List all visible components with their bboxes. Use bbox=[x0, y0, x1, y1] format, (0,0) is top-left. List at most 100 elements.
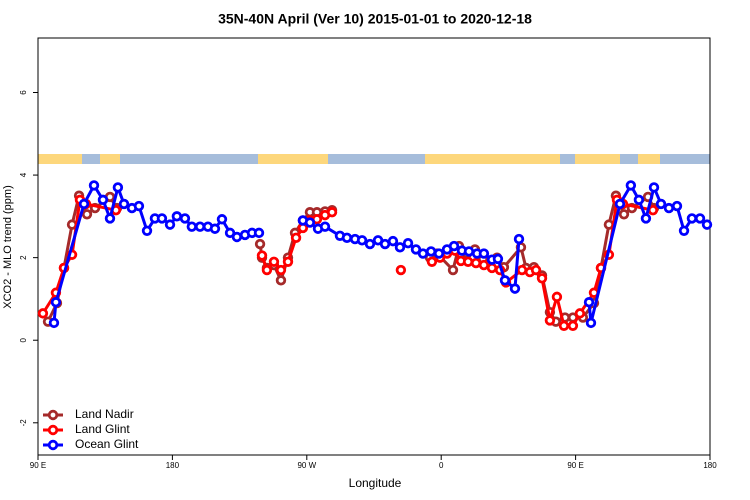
point bbox=[48, 317, 60, 329]
point bbox=[133, 200, 145, 212]
point bbox=[341, 232, 353, 244]
point bbox=[536, 273, 548, 284]
point bbox=[417, 248, 429, 259]
point bbox=[231, 231, 243, 243]
point bbox=[671, 200, 683, 212]
point bbox=[530, 264, 542, 276]
point bbox=[625, 180, 637, 191]
x-tick-label: 90 E bbox=[567, 461, 583, 470]
point bbox=[268, 256, 280, 267]
x-axis-label: Longitude bbox=[349, 476, 402, 490]
point bbox=[282, 256, 294, 267]
x-tick-label: 180 bbox=[703, 461, 717, 470]
point bbox=[640, 213, 652, 224]
point bbox=[694, 213, 706, 224]
legend-marker bbox=[47, 439, 59, 451]
point bbox=[216, 214, 228, 225]
point bbox=[256, 250, 268, 261]
point bbox=[319, 221, 331, 232]
point bbox=[509, 283, 521, 294]
point bbox=[567, 320, 579, 331]
legend-label: Land Nadir bbox=[75, 407, 134, 421]
point bbox=[261, 264, 273, 276]
point bbox=[186, 221, 198, 232]
legend-marker bbox=[47, 409, 59, 421]
point bbox=[356, 235, 368, 246]
land-ocean-strip bbox=[38, 154, 710, 164]
y-tick-label: -2 bbox=[19, 419, 28, 427]
y-tick-label: 6 bbox=[19, 90, 28, 95]
legend-label: Land Glint bbox=[75, 422, 130, 436]
point bbox=[410, 244, 422, 255]
point bbox=[304, 217, 316, 228]
point bbox=[394, 242, 406, 253]
y-axis-label: XCO2 - MLO trend (ppm) bbox=[2, 185, 14, 308]
point bbox=[253, 227, 265, 239]
point bbox=[701, 219, 713, 230]
point bbox=[486, 262, 498, 274]
x-tick-label: 90 E bbox=[30, 461, 46, 470]
point bbox=[387, 235, 399, 247]
point bbox=[194, 221, 206, 232]
point bbox=[141, 225, 153, 237]
point bbox=[499, 275, 511, 286]
point bbox=[614, 198, 626, 210]
point bbox=[513, 233, 525, 245]
point bbox=[326, 207, 338, 218]
point bbox=[254, 238, 266, 250]
series-line bbox=[41, 197, 654, 328]
point bbox=[585, 317, 597, 329]
point bbox=[478, 248, 490, 259]
x-tick-label: 180 bbox=[166, 461, 180, 470]
point bbox=[97, 194, 109, 206]
point bbox=[663, 202, 675, 214]
point bbox=[50, 297, 62, 308]
point bbox=[209, 223, 221, 234]
point bbox=[275, 275, 287, 286]
point bbox=[379, 238, 391, 250]
point bbox=[179, 213, 191, 224]
point bbox=[448, 240, 460, 252]
point bbox=[447, 264, 459, 276]
point bbox=[544, 315, 556, 326]
point bbox=[395, 264, 407, 276]
point bbox=[426, 256, 438, 267]
series-line bbox=[52, 182, 709, 324]
point bbox=[551, 291, 563, 303]
point bbox=[364, 238, 376, 250]
point bbox=[402, 237, 414, 249]
y-tick-label: 0 bbox=[19, 337, 28, 342]
point bbox=[678, 225, 690, 237]
legend-label: Ocean Glint bbox=[75, 437, 139, 451]
plot-frame bbox=[37, 37, 711, 456]
x-tick-label: 90 W bbox=[297, 461, 316, 470]
point bbox=[78, 198, 90, 210]
point bbox=[81, 209, 93, 220]
point bbox=[583, 297, 595, 308]
point bbox=[516, 264, 528, 276]
point bbox=[118, 198, 130, 210]
point bbox=[686, 213, 698, 224]
point bbox=[275, 264, 287, 276]
point bbox=[648, 182, 660, 193]
chart-title: 35N-40N April (Ver 10) 2015-01-01 to 202… bbox=[218, 11, 532, 27]
point bbox=[655, 198, 667, 210]
y-tick-label: 4 bbox=[19, 172, 28, 177]
point bbox=[171, 211, 183, 222]
point bbox=[156, 213, 168, 224]
point bbox=[112, 182, 124, 193]
point bbox=[164, 219, 176, 230]
point bbox=[104, 213, 116, 224]
point bbox=[433, 248, 445, 259]
y-tick-label: 2 bbox=[19, 255, 28, 260]
point bbox=[633, 194, 645, 206]
point bbox=[88, 180, 100, 191]
point bbox=[492, 253, 504, 265]
point bbox=[37, 308, 49, 319]
point bbox=[558, 320, 570, 331]
point bbox=[478, 259, 490, 271]
point bbox=[574, 308, 586, 319]
point bbox=[425, 246, 437, 257]
point bbox=[290, 232, 302, 244]
